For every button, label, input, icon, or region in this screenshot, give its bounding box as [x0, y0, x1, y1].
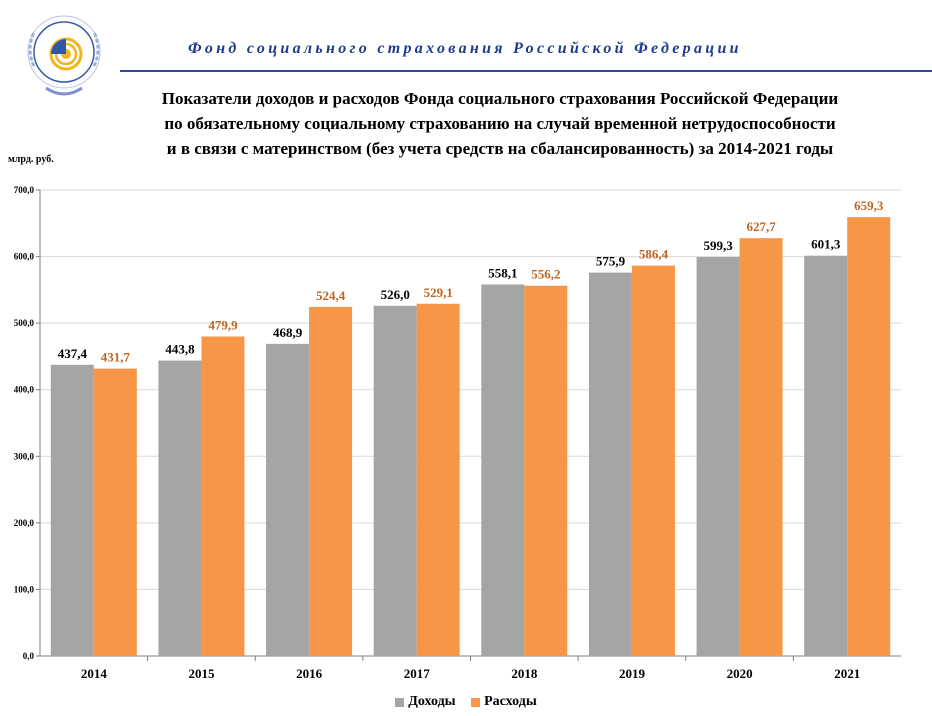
x-tick-label: 2021	[834, 666, 860, 681]
bar-income-2018	[481, 284, 525, 656]
chart-title: Показатели доходов и расходов Фонда соци…	[100, 86, 900, 161]
bar-expenses-2019	[631, 265, 675, 656]
data-label-income-2017: 526,0	[381, 287, 410, 302]
fss-logo	[27, 15, 101, 96]
data-label-expenses-2015: 479,9	[208, 318, 238, 333]
bar-expenses-2021	[847, 217, 891, 656]
x-tick-label: 2014	[81, 666, 108, 681]
bar-expenses-2015	[201, 336, 245, 656]
y-tick-label: 100,0	[14, 584, 35, 594]
y-tick-label: 700,0	[14, 185, 35, 195]
legend-swatch-income	[395, 697, 405, 707]
y-tick-label: 0,0	[23, 651, 35, 661]
legend-item-expenses: Расходы	[471, 694, 537, 710]
legend-item-income: Доходы	[395, 694, 456, 710]
x-tick-label: 2016	[296, 666, 323, 681]
data-label-expenses-2020: 627,7	[746, 219, 776, 234]
data-label-income-2018: 558,1	[488, 265, 517, 280]
data-label-expenses-2016: 524,4	[316, 288, 346, 303]
bar-expenses-2018	[524, 285, 568, 656]
chart-title-line-1: Показатели доходов и расходов Фонда соци…	[161, 89, 839, 108]
bar-income-2014	[50, 364, 94, 656]
data-label-expenses-2018: 556,2	[531, 267, 560, 282]
data-label-expenses-2014: 431,7	[101, 350, 131, 365]
chart-title-line-3: и в связи с материнством (без учета сред…	[166, 139, 834, 158]
bar-expenses-2014	[93, 368, 137, 656]
chart-title-line-2: по обязательному социальному страхованию…	[164, 114, 836, 133]
bar-chart: 0,0 100,0 200,0 300,0 400,0 500,0 600,0 700,0 43…	[14, 185, 901, 681]
x-tick-label: 2018	[511, 666, 538, 681]
bar-income-2016	[266, 343, 310, 656]
data-label-income-2016: 468,9	[273, 325, 303, 340]
bar-income-2019	[588, 272, 632, 656]
bar-income-2020	[696, 257, 740, 656]
y-tick-label: 200,0	[14, 518, 35, 528]
data-label-income-2021: 601,3	[811, 237, 841, 252]
data-label-expenses-2019: 586,4	[639, 247, 669, 262]
data-label-income-2019: 575,9	[596, 254, 626, 269]
legend-label-income: Доходы	[408, 694, 456, 709]
data-label-income-2020: 599,3	[703, 238, 733, 253]
org-name: Фонд социального страхования Российской …	[188, 40, 742, 57]
data-label-income-2014: 437,4	[58, 346, 88, 361]
data-label-expenses-2017: 529,1	[424, 285, 453, 300]
bar-expenses-2016	[309, 306, 353, 656]
x-tick-label: 2017	[404, 666, 431, 681]
bar-income-2021	[804, 255, 848, 656]
y-tick-label: 600,0	[14, 252, 35, 262]
y-tick-label: 400,0	[14, 385, 35, 395]
x-tick-label: 2015	[188, 666, 215, 681]
data-label-expenses-2021: 659,3	[854, 198, 884, 213]
bar-expenses-2017	[416, 303, 460, 656]
y-tick-label: 300,0	[14, 451, 35, 461]
bar-income-2017	[373, 305, 417, 656]
x-tick-label: 2019	[619, 666, 646, 681]
legend: Доходы Расходы	[0, 694, 932, 712]
legend-label-expenses: Расходы	[484, 694, 537, 709]
x-tick-label: 2020	[727, 666, 753, 681]
y-axis-unit-label: млрд. руб.	[8, 154, 54, 165]
bar-income-2015	[158, 360, 202, 656]
bar-expenses-2020	[739, 238, 783, 656]
header-divider	[120, 70, 932, 72]
data-label-income-2015: 443,8	[165, 342, 195, 357]
y-tick-label: 500,0	[14, 318, 35, 328]
legend-swatch-expenses	[471, 697, 481, 707]
header: Фонд социального страхования Российской …	[0, 0, 932, 96]
